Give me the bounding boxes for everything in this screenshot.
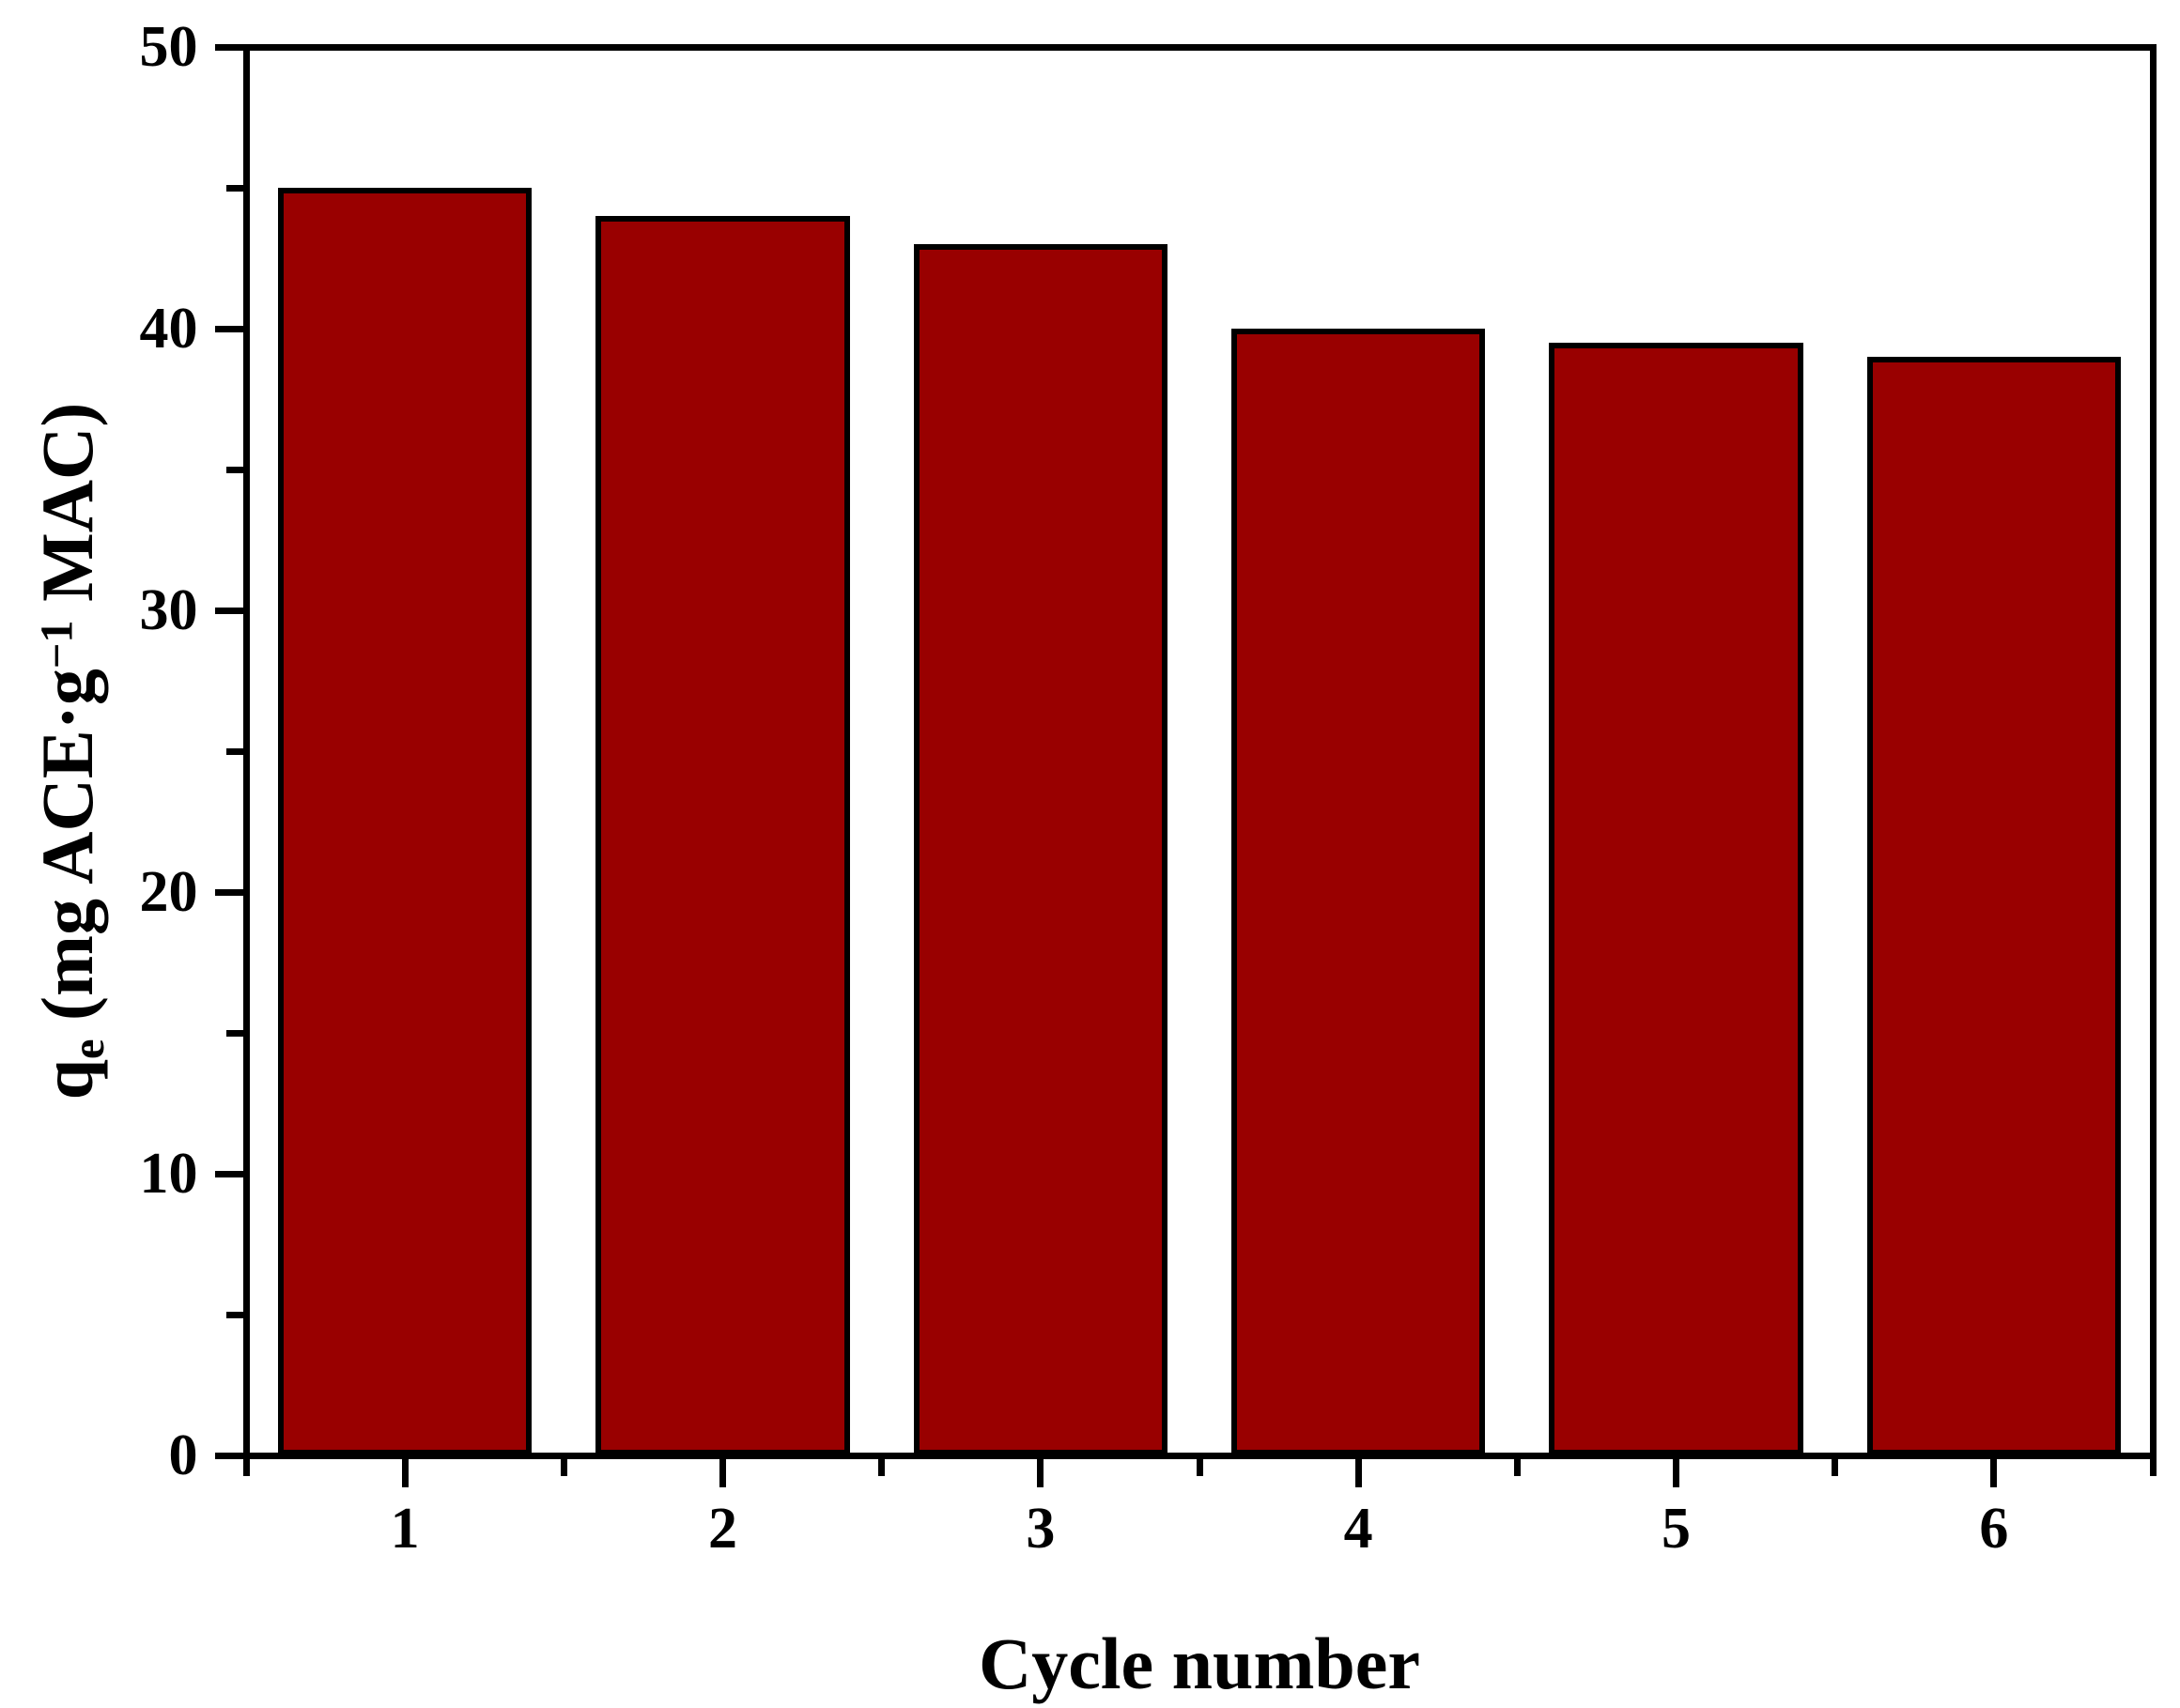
x-axis-label: Cycle number xyxy=(978,1623,1421,1704)
y-tick-label-50: 50 xyxy=(139,15,198,79)
x-tick-label-3: 3 xyxy=(1026,1497,1056,1561)
y-tick-label-10: 10 xyxy=(139,1142,198,1206)
bar-cycle-5 xyxy=(1549,343,1803,1455)
y-minor-tick-35 xyxy=(225,466,243,473)
y-axis-label-superscript: −1 xyxy=(32,620,83,669)
y-axis-label-end: MAC) xyxy=(26,402,108,621)
y-tick-label-30: 30 xyxy=(139,578,198,642)
bar-cycle-4 xyxy=(1230,329,1486,1455)
y-minor-tick-5 xyxy=(225,1311,243,1318)
bar-cycle-1 xyxy=(277,188,533,1455)
x-tick-label-6: 6 xyxy=(1979,1497,2009,1561)
x-major-tick-2 xyxy=(719,1458,726,1487)
y-axis-label-mid: (mg ACE·g xyxy=(26,669,108,1039)
y-tick-label-40: 40 xyxy=(139,297,198,361)
x-tick-label-5: 5 xyxy=(1662,1497,1691,1561)
x-major-tick-6 xyxy=(1990,1458,1998,1487)
y-minor-tick-45 xyxy=(225,184,243,192)
x-minor-tick-6.5 xyxy=(2149,1458,2157,1476)
bar-cycle-6 xyxy=(1866,357,2122,1455)
y-major-tick-20 xyxy=(214,888,243,896)
y-minor-tick-15 xyxy=(225,1029,243,1037)
y-major-tick-30 xyxy=(214,607,243,614)
x-minor-tick-3.5 xyxy=(1196,1458,1203,1476)
y-axis-label: qe (mg ACE·g−1 MAC) xyxy=(26,403,114,1100)
y-major-tick-40 xyxy=(214,325,243,332)
x-major-tick-4 xyxy=(1354,1458,1362,1487)
y-axis-label-subscript: e xyxy=(64,1039,115,1059)
x-minor-tick-1.5 xyxy=(560,1458,567,1476)
y-major-tick-10 xyxy=(214,1170,243,1177)
y-tick-label-20: 20 xyxy=(139,860,198,924)
x-major-tick-1 xyxy=(401,1458,409,1487)
y-axis-label-base: q xyxy=(26,1058,108,1100)
x-tick-label-1: 1 xyxy=(390,1497,420,1561)
x-minor-tick-5.5 xyxy=(1832,1458,1839,1476)
x-major-tick-3 xyxy=(1037,1458,1044,1487)
x-major-tick-5 xyxy=(1673,1458,1679,1487)
bar-cycle-2 xyxy=(595,216,850,1455)
y-major-tick-0 xyxy=(214,1452,243,1459)
y-major-tick-50 xyxy=(214,43,243,51)
bar-cycle-3 xyxy=(913,244,1168,1455)
x-tick-label-4: 4 xyxy=(1343,1497,1373,1561)
x-minor-tick-4.5 xyxy=(1513,1458,1521,1476)
y-tick-label-0: 0 xyxy=(168,1423,198,1487)
x-minor-tick-2.5 xyxy=(878,1458,886,1476)
y-minor-tick-25 xyxy=(225,747,243,755)
x-minor-tick-0.5 xyxy=(242,1458,250,1476)
x-tick-label-2: 2 xyxy=(708,1497,737,1561)
